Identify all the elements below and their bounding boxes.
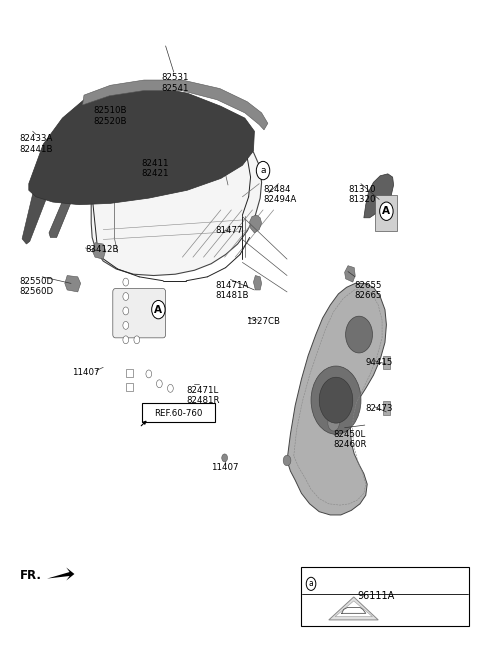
Circle shape — [256, 161, 270, 180]
Text: FR.: FR. — [20, 569, 42, 583]
Circle shape — [380, 202, 393, 220]
Circle shape — [123, 278, 129, 286]
Circle shape — [168, 384, 173, 392]
Circle shape — [123, 307, 129, 315]
Polygon shape — [92, 243, 106, 259]
FancyBboxPatch shape — [383, 401, 390, 415]
FancyBboxPatch shape — [126, 383, 133, 391]
Text: a: a — [260, 166, 266, 175]
Text: a: a — [309, 579, 313, 588]
Text: 11407: 11407 — [72, 368, 99, 377]
FancyBboxPatch shape — [142, 403, 215, 422]
Polygon shape — [345, 266, 355, 282]
Text: REF.60-760: REF.60-760 — [155, 409, 203, 418]
Text: 82484
82494A: 82484 82494A — [263, 185, 296, 205]
Polygon shape — [49, 112, 101, 237]
Circle shape — [134, 336, 140, 344]
Text: A: A — [383, 206, 390, 216]
Circle shape — [123, 293, 129, 300]
Text: 82450L
82460R: 82450L 82460R — [334, 430, 367, 449]
Circle shape — [311, 366, 361, 434]
FancyBboxPatch shape — [375, 195, 397, 231]
Text: 94415: 94415 — [366, 358, 393, 367]
Polygon shape — [47, 567, 74, 581]
Text: A: A — [155, 304, 162, 315]
Text: 82655
82665: 82655 82665 — [354, 281, 382, 300]
Circle shape — [346, 316, 372, 353]
Text: 11407: 11407 — [211, 462, 239, 472]
Circle shape — [306, 577, 316, 590]
Text: 96111A: 96111A — [358, 590, 395, 601]
Text: 81471A
81481B: 81471A 81481B — [215, 281, 249, 300]
Text: 82471L
82481R: 82471L 82481R — [186, 386, 220, 405]
Polygon shape — [335, 601, 372, 617]
Text: 82510B
82520B: 82510B 82520B — [94, 106, 127, 126]
Circle shape — [328, 415, 339, 431]
Circle shape — [222, 454, 228, 462]
Polygon shape — [22, 160, 60, 244]
Polygon shape — [91, 123, 262, 276]
Polygon shape — [65, 276, 81, 292]
Text: 82550D
82560D: 82550D 82560D — [19, 277, 53, 297]
Circle shape — [123, 336, 129, 344]
Text: 82411
82421: 82411 82421 — [142, 159, 169, 178]
Polygon shape — [253, 276, 262, 290]
Circle shape — [283, 455, 291, 466]
Text: 81310
81320: 81310 81320 — [348, 185, 375, 205]
Text: 82473: 82473 — [366, 403, 393, 413]
Circle shape — [319, 377, 353, 423]
Text: 81477: 81477 — [215, 226, 242, 236]
Circle shape — [146, 370, 152, 378]
Polygon shape — [287, 283, 386, 515]
Polygon shape — [83, 80, 268, 130]
Text: 82531
82541: 82531 82541 — [161, 73, 189, 93]
Polygon shape — [364, 174, 394, 218]
Text: 83412B: 83412B — [85, 245, 119, 254]
Text: 82433A
82441B: 82433A 82441B — [19, 134, 53, 154]
FancyBboxPatch shape — [113, 289, 166, 338]
FancyBboxPatch shape — [126, 369, 133, 377]
Polygon shape — [29, 85, 254, 205]
Circle shape — [156, 380, 162, 388]
Polygon shape — [329, 597, 378, 620]
Circle shape — [123, 321, 129, 329]
Circle shape — [152, 300, 165, 319]
FancyBboxPatch shape — [301, 567, 469, 626]
FancyBboxPatch shape — [383, 356, 390, 369]
Text: 1327CB: 1327CB — [246, 317, 280, 326]
Polygon shape — [250, 215, 262, 233]
